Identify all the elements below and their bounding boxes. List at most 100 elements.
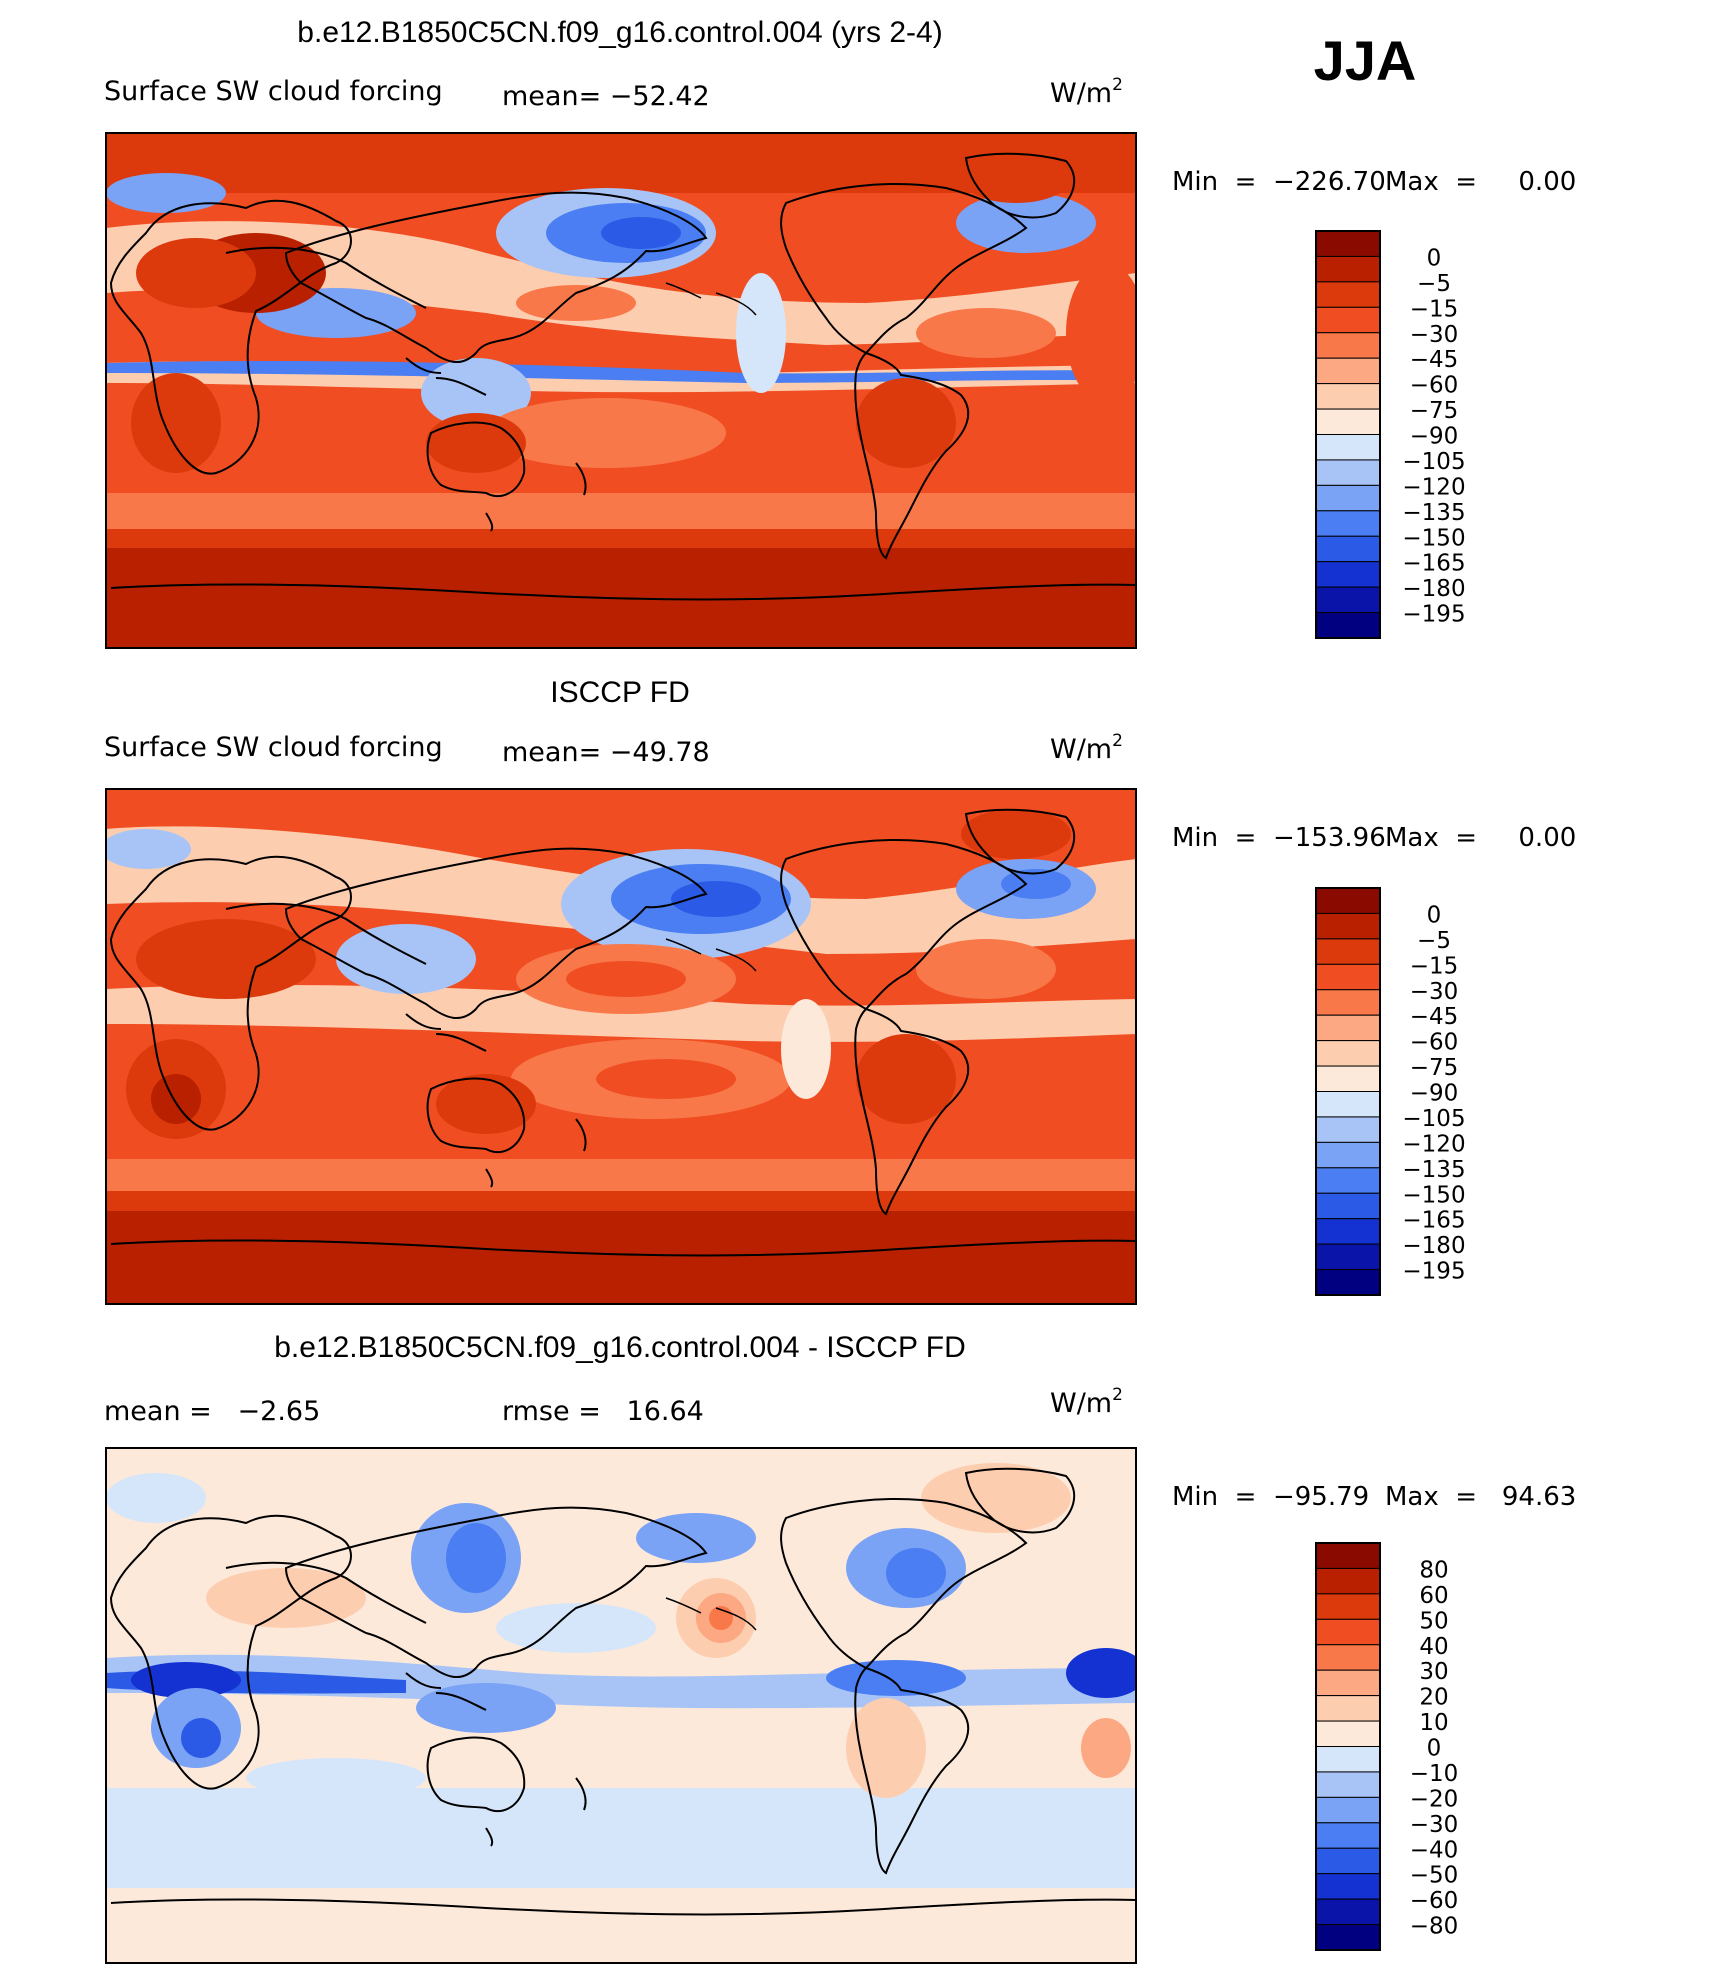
colorbar-tick-label: −40: [1410, 1837, 1459, 1863]
colorbar-swatch: [1315, 1847, 1381, 1875]
panel-model-field: [106, 133, 1136, 648]
colorbar-swatch: [1315, 612, 1381, 639]
colorbar-frame: [1315, 887, 1381, 1296]
colorbar-tick-label: 0: [1427, 1736, 1442, 1762]
colorbar-swatch: [1315, 1542, 1381, 1569]
colorbar-tick-label: −15: [1410, 296, 1459, 322]
colorbar-tick-label: −60: [1410, 373, 1459, 399]
panel-obs-max: Max = 0.00: [1385, 823, 1576, 853]
panel-diff-title: b.e12.B1850C5CN.f09_g16.control.004 - IS…: [274, 1331, 966, 1364]
colorbar-swatch: [1315, 230, 1381, 257]
panel-obs-mean: mean= −49.78: [502, 737, 710, 768]
colorbar-swatch: [1315, 938, 1381, 965]
colorbar-swatch: [1315, 586, 1381, 614]
panel-model-frame: [105, 132, 1137, 649]
colorbar-tick-label: 50: [1419, 1608, 1448, 1634]
panel-obs: ISCCP FD Surface SW cloud forcing mean= …: [104, 676, 1576, 1305]
panel-diff-rmse: rmse = 16.64: [502, 1396, 704, 1427]
colorbar-swatch: [1315, 1822, 1381, 1849]
colorbar-tick-label: −15: [1410, 953, 1459, 979]
colorbar-swatch: [1315, 1141, 1381, 1169]
colorbar-tick-label: 40: [1419, 1634, 1448, 1660]
colorbar-swatch: [1315, 306, 1381, 334]
panel-model-min: Min = −226.70: [1172, 167, 1386, 197]
colorbar-swatch: [1315, 1116, 1381, 1143]
season-label: JJA: [1314, 29, 1417, 92]
colorbar-tick-label: −165: [1402, 1208, 1465, 1234]
colorbar-swatch: [1315, 1924, 1381, 1951]
colorbar-swatch: [1315, 1771, 1381, 1798]
colorbar-swatch: [1315, 332, 1381, 359]
colorbar-swatch: [1315, 1040, 1381, 1067]
colorbar-tick-label: −30: [1410, 1812, 1459, 1838]
colorbar-tick-label: −20: [1410, 1786, 1459, 1812]
colorbar-swatch: [1315, 434, 1381, 461]
panel-obs-field: [106, 789, 1136, 1304]
colorbar-tick-label: −90: [1410, 1081, 1459, 1107]
colorbar-swatch: [1315, 1746, 1381, 1773]
panel-model-mean: mean= −52.42: [502, 81, 710, 112]
colorbar-swatch: [1315, 408, 1381, 435]
colorbar-swatch: [1315, 357, 1381, 385]
colorbar-tick-label: −165: [1402, 551, 1465, 577]
colorbar-tick-label: −180: [1402, 1233, 1465, 1259]
panel-model: b.e12.B1850C5CN.f09_g16.control.004 (yrs…: [104, 16, 1576, 649]
colorbar-swatch: [1315, 1218, 1381, 1245]
colorbar-swatch: [1315, 1243, 1381, 1271]
colorbar-tick-label: −30: [1410, 979, 1459, 1005]
colorbar-tick-label: 80: [1419, 1557, 1448, 1583]
colorbar-swatch: [1315, 1269, 1381, 1296]
colorbar-tick-label: 30: [1419, 1659, 1448, 1685]
colorbar-swatch: [1315, 1695, 1381, 1722]
panel-obs-map: [105, 788, 1137, 1305]
panel-model-left-label: Surface SW cloud forcing: [104, 76, 443, 107]
panel-model-colorbar: 0−5−15−30−45−60−75−90−105−120−135−150−16…: [1315, 230, 1466, 639]
panel-model-max: Max = 0.00: [1385, 167, 1576, 197]
panel-obs-frame: [105, 788, 1137, 1305]
panel-diff-units: W/m2: [1050, 1385, 1123, 1419]
colorbar-tick-label: 10: [1419, 1710, 1448, 1736]
colorbar-tick-label: −135: [1402, 500, 1465, 526]
colorbar-tick-label: −50: [1410, 1863, 1459, 1889]
colorbar-swatch: [1315, 1014, 1381, 1042]
panel-obs-min: Min = −153.96: [1172, 823, 1386, 853]
colorbar-swatch: [1315, 255, 1381, 283]
colorbar-swatch: [1315, 963, 1381, 991]
colorbar-tick-label: −150: [1402, 1182, 1465, 1208]
colorbar-swatch: [1315, 1091, 1381, 1118]
colorbar-swatch: [1315, 989, 1381, 1016]
colorbar-tick-label: −5: [1417, 928, 1451, 954]
colorbar-tick-label: −5: [1417, 271, 1451, 297]
colorbar-tick-label: −75: [1410, 1055, 1459, 1081]
colorbar-swatch: [1315, 1898, 1381, 1926]
colorbar-swatch: [1315, 1644, 1381, 1671]
colorbar-swatch: [1315, 383, 1381, 410]
colorbar-swatch: [1315, 484, 1381, 512]
colorbar-tick-label: 20: [1419, 1685, 1448, 1711]
colorbar-tick-label: −80: [1410, 1914, 1459, 1940]
panel-model-units: W/m2: [1050, 75, 1123, 109]
panel-diff-max: Max = 94.63: [1385, 1482, 1576, 1512]
panel-diff-mean: mean = −2.65: [104, 1396, 320, 1427]
colorbar-swatch: [1315, 1593, 1381, 1620]
colorbar-tick-label: −90: [1410, 424, 1459, 450]
colorbar-frame: [1315, 230, 1381, 639]
panel-diff-frame: [105, 1447, 1137, 1964]
colorbar-swatch: [1315, 281, 1381, 308]
panel-model-title: b.e12.B1850C5CN.f09_g16.control.004 (yrs…: [297, 16, 942, 49]
colorbar-tick-label: −45: [1410, 1004, 1459, 1030]
panel-obs-left-label: Surface SW cloud forcing: [104, 732, 443, 763]
colorbar-swatch: [1315, 1796, 1381, 1824]
panel-obs-colorbar: 0−5−15−30−45−60−75−90−105−120−135−150−16…: [1315, 887, 1466, 1296]
colorbar-tick-label: −60: [1410, 1888, 1459, 1914]
colorbar-swatch: [1315, 535, 1381, 563]
colorbar-tick-label: 0: [1427, 902, 1442, 928]
panel-obs-title: ISCCP FD: [550, 676, 689, 709]
colorbar-tick-label: −135: [1402, 1157, 1465, 1183]
panel-model-map: [105, 132, 1137, 649]
colorbar-swatch: [1315, 1167, 1381, 1194]
colorbar-swatch: [1315, 1192, 1381, 1220]
panel-obs-units: W/m2: [1050, 731, 1123, 765]
